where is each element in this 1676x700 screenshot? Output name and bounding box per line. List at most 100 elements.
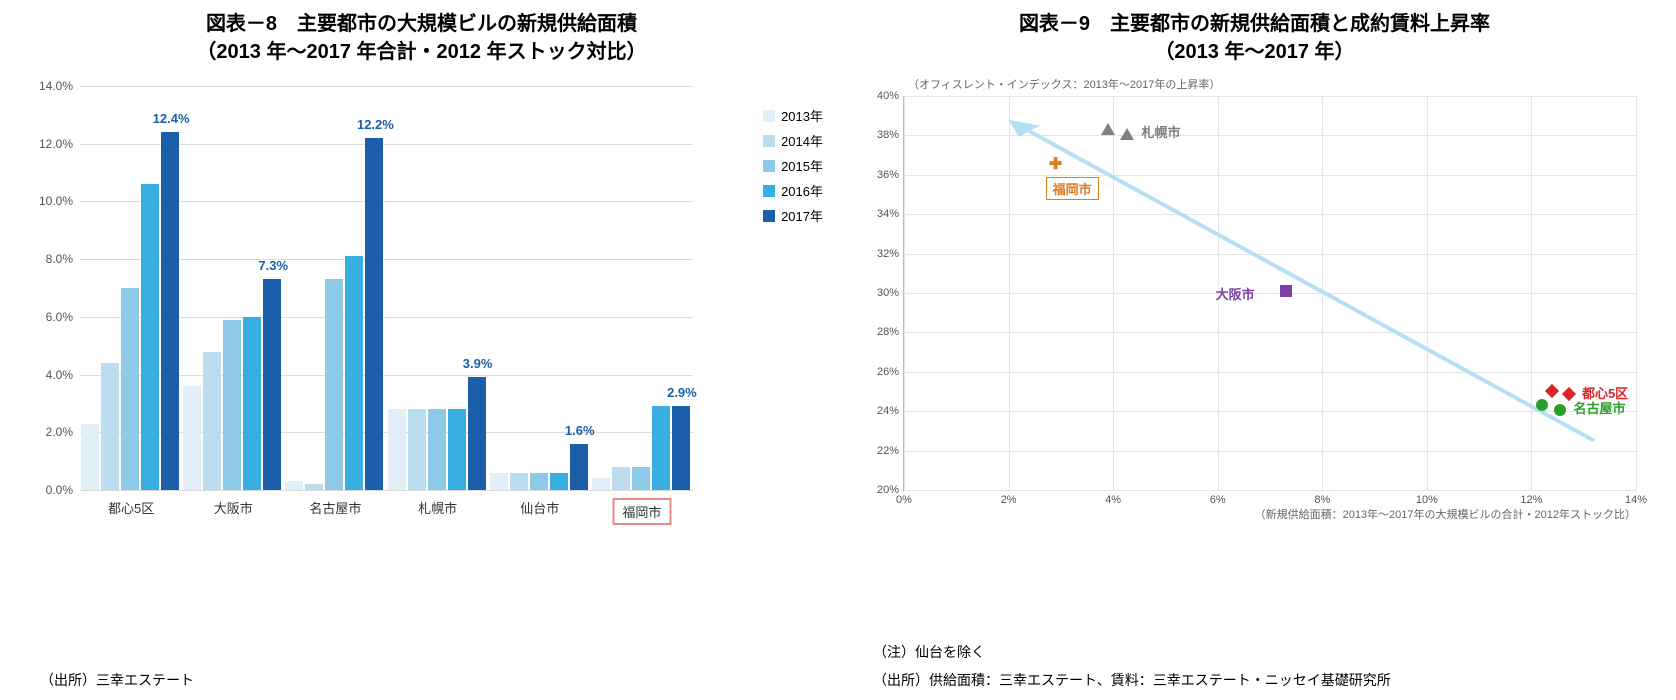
- scatter-gridline-h: [904, 332, 1636, 333]
- scatter-chart-note: （注）仙台を除く: [873, 642, 1656, 662]
- scatter-title-line2: （2013 年～2017 年）: [1154, 41, 1354, 63]
- bar: [285, 481, 303, 490]
- bar: [243, 317, 261, 490]
- bar-value-label: 1.6%: [565, 423, 595, 438]
- bar-group: [388, 377, 486, 490]
- scatter-gridline-h: [904, 254, 1636, 255]
- bar: [141, 184, 159, 490]
- bar: [161, 132, 179, 490]
- scatter-point-label: 札幌市: [1120, 122, 1181, 141]
- scatter-chart-source: （出所）供給面積：三幸エステート、賃料：三幸エステート・ニッセイ基礎研究所: [873, 670, 1656, 690]
- bar-chart-panel: 図表－8 主要都市の大規模ビルの新規供給面積 （2013 年～2017 年合計・…: [20, 10, 823, 690]
- bar: [365, 138, 383, 490]
- scatter-x-tick: 4%: [1105, 494, 1121, 506]
- scatter-x-axis-title: （新規供給面積：2013年～2017年の大規模ビルの合計・2012年ストック比）: [1255, 506, 1636, 522]
- bar: [468, 377, 486, 490]
- bar-x-label: 大阪市: [214, 498, 253, 517]
- scatter-y-tick: 22%: [864, 445, 899, 457]
- bar-plot-region: 0.0%2.0%4.0%6.0%8.0%10.0%12.0%14.0%都心5区大…: [80, 86, 693, 491]
- bar: [510, 473, 528, 490]
- scatter-chart-panel: 図表－9 主要都市の新規供給面積と成約賃料上昇率 （2013 年～2017 年）…: [853, 10, 1656, 690]
- legend-swatch-icon: [763, 135, 775, 147]
- scatter-gridline-h: [904, 490, 1636, 491]
- scatter-y-tick: 38%: [864, 129, 899, 141]
- bar-group: [81, 132, 179, 490]
- scatter-gridline-h: [904, 293, 1636, 294]
- bar: [632, 467, 650, 490]
- legend-label: 2016年: [781, 181, 823, 200]
- scatter-y-tick: 28%: [864, 326, 899, 338]
- bar-value-label: 3.9%: [463, 356, 493, 371]
- bar: [183, 386, 201, 490]
- bar: [672, 406, 690, 490]
- scatter-y-tick: 24%: [864, 405, 899, 417]
- legend-label: 2013年: [781, 106, 823, 125]
- scatter-y-tick: 34%: [864, 208, 899, 220]
- scatter-gridline-h: [904, 96, 1636, 97]
- bar-x-label: 都心5区: [108, 498, 154, 517]
- bar-y-tick: 4.0%: [25, 368, 73, 382]
- bar-gridline: [80, 86, 693, 87]
- bar-x-label: 仙台市: [520, 498, 559, 517]
- bar: [408, 409, 426, 490]
- scatter-point-label: 名古屋市: [1554, 398, 1626, 417]
- scatter-x-tick: 8%: [1314, 494, 1330, 506]
- scatter-point: [1101, 122, 1115, 140]
- bar: [550, 473, 568, 490]
- bar: [325, 279, 343, 490]
- bar-y-tick: 12.0%: [25, 137, 73, 151]
- legend-item: 2016年: [763, 181, 823, 200]
- scatter-y-tick: 36%: [864, 169, 899, 181]
- bar-title-line2: （2013 年～2017 年合計・2012 年ストック対比）: [196, 41, 646, 63]
- scatter-gridline-h: [904, 372, 1636, 373]
- bar-group: [285, 138, 383, 490]
- legend-swatch-icon: [763, 210, 775, 222]
- scatter-x-tick: 12%: [1520, 494, 1542, 506]
- scatter-title-line1: 図表－9 主要都市の新規供給面積と成約賃料上昇率: [1019, 13, 1490, 35]
- scatter-x-tick: 2%: [1001, 494, 1017, 506]
- bar-y-tick: 2.0%: [25, 425, 73, 439]
- legend-item: 2017年: [763, 206, 823, 225]
- legend-item: 2013年: [763, 106, 823, 125]
- scatter-gridline-h: [904, 451, 1636, 452]
- scatter-y-axis-title: （オフィスレント・インデックス：2013年～2017年の上昇率）: [908, 76, 1220, 92]
- scatter-plot-region: 0%2%4%6%8%10%12%14%20%22%24%26%28%30%32%…: [903, 96, 1636, 491]
- bar-y-tick: 8.0%: [25, 252, 73, 266]
- bar-chart-source: （出所）三幸エステート: [40, 670, 823, 690]
- bar-chart: 0.0%2.0%4.0%6.0%8.0%10.0%12.0%14.0%都心5区大…: [20, 76, 823, 536]
- bar: [570, 444, 588, 490]
- bar-y-tick: 6.0%: [25, 310, 73, 324]
- bar: [81, 424, 99, 490]
- bar-value-label: 12.2%: [357, 117, 394, 132]
- bar-title-line1: 図表－8 主要都市の大規模ビルの新規供給面積: [206, 13, 637, 35]
- bar: [530, 473, 548, 490]
- legend-swatch-icon: [763, 160, 775, 172]
- scatter-chart-area: （オフィスレント・インデックス：2013年～2017年の上昇率） 0%2%4%6…: [853, 76, 1656, 634]
- bar: [305, 484, 323, 490]
- bar-y-tick: 14.0%: [25, 79, 73, 93]
- legend-swatch-icon: [763, 110, 775, 122]
- scatter-gridline-h: [904, 214, 1636, 215]
- scatter-y-tick: 30%: [864, 287, 899, 299]
- bar: [388, 409, 406, 490]
- bar: [263, 279, 281, 490]
- bar: [345, 256, 363, 490]
- scatter-y-tick: 26%: [864, 366, 899, 378]
- bar: [223, 320, 241, 490]
- bar-chart-title: 図表－8 主要都市の大規模ビルの新規供給面積 （2013 年～2017 年合計・…: [20, 10, 823, 66]
- bar-value-label: 12.4%: [153, 111, 190, 126]
- legend-label: 2014年: [781, 131, 823, 150]
- scatter-point-label: 大阪市: [1216, 284, 1255, 303]
- scatter-gridline-h: [904, 175, 1636, 176]
- scatter-x-tick: 14%: [1625, 494, 1647, 506]
- bar: [448, 409, 466, 490]
- bar-value-label: 7.3%: [258, 258, 288, 273]
- legend-item: 2015年: [763, 156, 823, 175]
- bar: [203, 352, 221, 491]
- bar-y-tick: 10.0%: [25, 194, 73, 208]
- scatter-gridline-v: [1636, 96, 1637, 490]
- bar-gridline: [80, 490, 693, 491]
- bar-group: [592, 406, 690, 490]
- scatter-point: [1280, 284, 1292, 302]
- bar: [592, 478, 610, 490]
